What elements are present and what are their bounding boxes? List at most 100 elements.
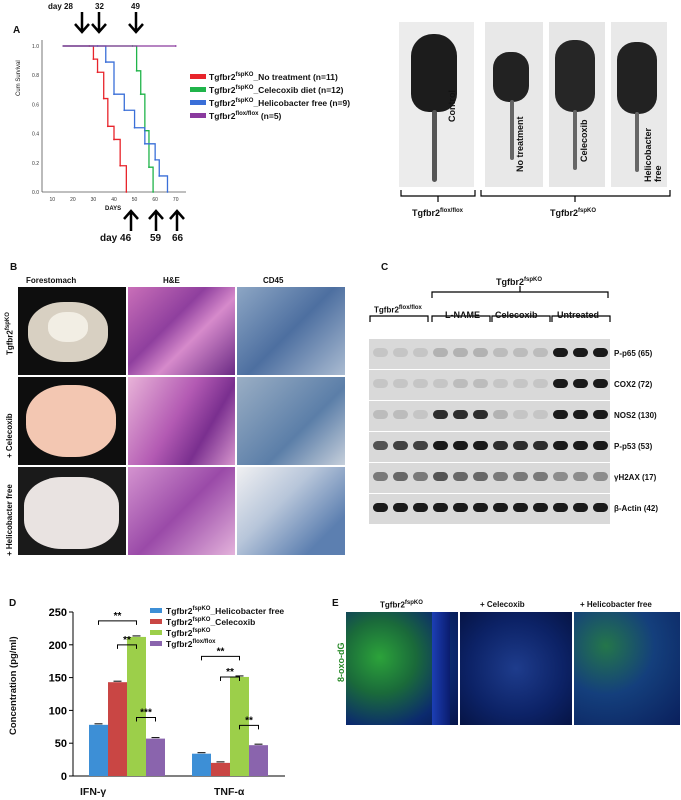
western-band <box>513 472 528 481</box>
significance-bracket <box>117 644 137 649</box>
western-band <box>393 379 408 388</box>
bar-legend-swatch <box>150 630 162 635</box>
bar <box>192 753 211 776</box>
western-band <box>373 379 388 388</box>
bar <box>146 738 165 776</box>
western-band <box>473 379 488 388</box>
western-band <box>433 503 448 512</box>
western-band <box>553 410 568 419</box>
panel-c-label: C <box>381 262 389 273</box>
top-arrows <box>74 12 144 34</box>
mouse-label-helicobacter-free: Helicobacter free <box>643 127 663 182</box>
significance-bracket <box>136 717 156 722</box>
cd45-image-ko <box>237 287 345 375</box>
legend-swatch <box>190 74 206 79</box>
bar-legend-item: Tgfbr2fspKO_Helicobacter free <box>150 605 284 616</box>
survival-ytick-label: 0.0 <box>32 190 39 196</box>
bar <box>127 636 146 776</box>
western-band <box>553 348 568 357</box>
bar-ytick-label: 50 <box>55 738 67 750</box>
western-band <box>433 348 448 357</box>
survival-point <box>125 191 128 193</box>
bar-legend: Tgfbr2fspKO_Helicobacter free Tgfbr2fspK… <box>150 605 284 649</box>
survival-xlabel: DAYS <box>105 206 122 212</box>
western-band <box>513 441 528 450</box>
western-band <box>533 503 548 512</box>
survival-point <box>148 166 150 169</box>
day-28-label: day 28 <box>48 2 73 11</box>
western-blot-row <box>369 339 610 370</box>
western-band <box>493 472 508 481</box>
western-band <box>593 348 608 357</box>
western-blot-row <box>369 494 610 525</box>
western-band <box>413 379 428 388</box>
bar-legend-item: Tgfbr2fspKO_Celecoxib <box>150 616 284 627</box>
western-band <box>593 410 608 419</box>
forestomach-image-celecoxib <box>18 377 126 465</box>
western-row-label: β-Actin (42) <box>614 504 658 513</box>
legend-item: Tgfbr2fspKO_Helicobacter free (n=9) <box>190 96 375 109</box>
western-blot-row <box>369 370 610 401</box>
western-band <box>393 410 408 419</box>
forestomach-image-ko <box>18 287 126 375</box>
western-group-untreated: Untreated <box>557 310 600 320</box>
survival-point <box>104 61 107 63</box>
he-image-helicobacter-free <box>128 467 235 555</box>
survival-point <box>174 45 177 47</box>
western-band <box>593 441 608 450</box>
survival-ytick-label: 0.2 <box>32 161 39 167</box>
survival-chart: 1.0 0.8 0.6 0.4 0.2 0.0 10 20 30 40 50 60 70 <box>32 40 186 203</box>
group-label-ko: Tgfbr2fspKO <box>550 208 596 218</box>
panel-a-label: A <box>13 25 21 36</box>
western-blot-row <box>369 401 610 432</box>
bar-ytick-label: 0 <box>61 771 67 783</box>
if-col-ko: Tgfbr2fspKO <box>380 600 423 610</box>
survival-point <box>154 158 157 161</box>
survival-xtick-label: 50 <box>132 197 138 203</box>
western-band <box>373 472 388 481</box>
bar-category-ifn: IFN-γ <box>80 786 107 798</box>
panel-b-label: B <box>10 262 18 273</box>
western-band <box>453 410 468 419</box>
if-ylabel: 8-oxo-dG <box>336 642 346 683</box>
western-band <box>593 379 608 388</box>
bar-legend-item: Tgfbr2flox/flox <box>150 638 284 649</box>
legend-swatch <box>190 100 206 105</box>
survival-ytick-label: 0.6 <box>32 102 39 108</box>
western-blot-row <box>369 463 610 494</box>
survival-point <box>102 97 105 100</box>
survival-ytick-label: 0.4 <box>32 132 39 138</box>
mouse-photo-control: Control <box>399 22 474 187</box>
day-32-label: 32 <box>95 2 104 11</box>
survival-xtick-label: 40 <box>111 197 117 203</box>
if-col-helicobacter-free: + Helicobacter free <box>580 600 652 609</box>
if-image-ko <box>346 612 458 725</box>
western-band <box>493 441 508 450</box>
bar-ytick-label: 150 <box>49 673 67 685</box>
bar-category-tnf: TNF-α <box>214 786 245 798</box>
significance-label: ** <box>245 715 253 726</box>
bar-legend-item: Tgfbr2fspKO <box>150 627 284 638</box>
western-band <box>473 472 488 481</box>
western-band <box>593 503 608 512</box>
cd45-image-celecoxib <box>237 377 345 465</box>
panel-e-label: E <box>332 598 339 609</box>
if-image-helicobacter-free <box>574 612 680 725</box>
western-band <box>433 410 448 419</box>
significance-label: ** <box>123 635 131 646</box>
mouse-label-no-treatment: No treatment <box>515 116 525 172</box>
bar-ytick-label: 250 <box>49 607 67 619</box>
western-band <box>393 503 408 512</box>
western-band <box>393 472 408 481</box>
bar <box>89 724 108 776</box>
bar-legend-swatch <box>150 641 162 646</box>
western-band <box>493 379 508 388</box>
western-band <box>373 410 388 419</box>
western-band <box>553 503 568 512</box>
survival-point <box>143 142 146 145</box>
western-band <box>573 348 588 357</box>
significance-bracket <box>201 655 240 661</box>
western-row-label: COX2 (72) <box>614 380 653 389</box>
day-66-label: 66 <box>172 233 184 244</box>
western-band <box>413 441 428 450</box>
